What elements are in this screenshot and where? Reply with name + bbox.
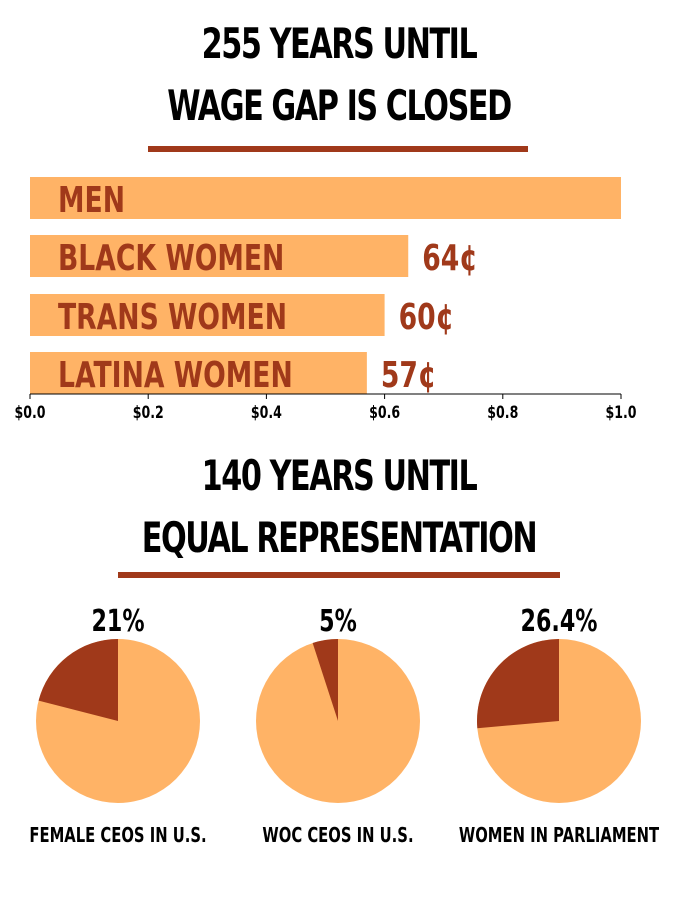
bar-data-label: 64¢ [422, 238, 478, 279]
bar-category-label: TRANS WOMEN [58, 297, 287, 338]
bar-men [30, 177, 621, 219]
x-tick-label: $1.0 [605, 402, 636, 422]
bar-category-label: LATINA WOMEN [58, 355, 293, 396]
representation-title-line1: 140 YEARS UNTIL [201, 451, 478, 500]
x-tick-label: $0.4 [251, 402, 282, 422]
wage-title-line1: 255 YEARS UNTIL [201, 19, 478, 68]
x-tick-label: $0.2 [133, 402, 164, 422]
representation-title-line2: EQUAL REPRESENTATION [141, 513, 538, 562]
x-tick-label: $0.6 [369, 402, 400, 422]
bar-trans-women [30, 294, 385, 336]
pie-category-label: WOMEN IN PARLIAMENT [459, 825, 659, 848]
wage-title-line2: WAGE GAP IS CLOSED [167, 81, 512, 130]
bar-category-label: BLACK WOMEN [58, 238, 284, 279]
bar-latina-women [30, 352, 367, 394]
pie-value-label: 21% [91, 605, 144, 639]
pie-slice-3 [477, 639, 559, 729]
bar-black-women [30, 235, 409, 277]
pie-slice-1 [38, 639, 118, 721]
x-tick-label: $0.8 [487, 402, 518, 422]
pie-slice-2 [312, 639, 338, 721]
x-tick-label: $0.0 [14, 402, 45, 422]
pie-category-label: FEMALE CEOS IN U.S. [29, 825, 206, 848]
pie-value-label: 5% [319, 605, 357, 639]
bar-data-label: 60¢ [399, 297, 455, 338]
representation-title-underline [118, 572, 560, 578]
pie-value-label: 26.4% [521, 605, 598, 639]
bar-data-label: 57¢ [381, 355, 437, 396]
wage-title-underline [148, 146, 528, 152]
bar-category-label: MEN [58, 180, 125, 221]
pie-category-label: WOC CEOS IN U.S. [262, 825, 413, 848]
